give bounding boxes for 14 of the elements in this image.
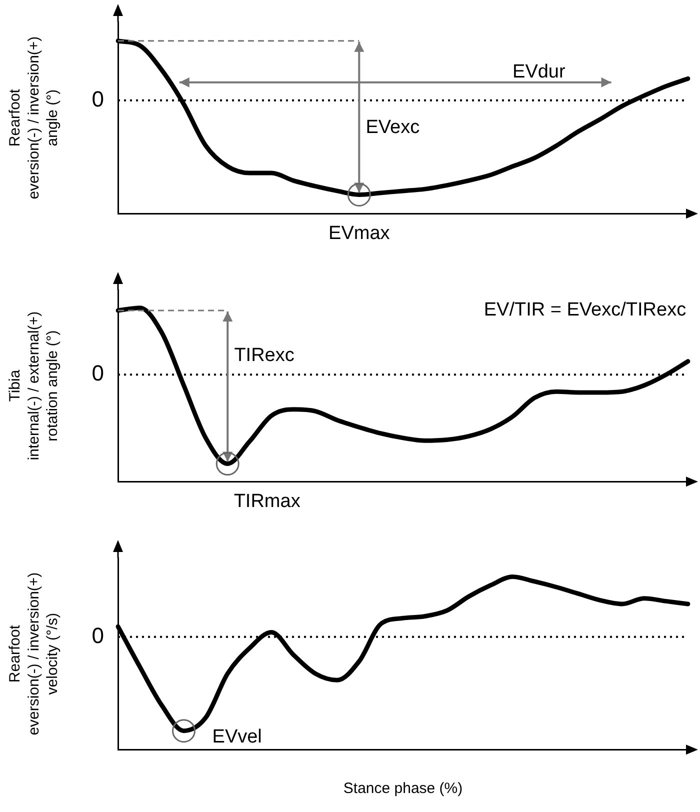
annotation: EV/TIR = EVexc/TIRexc (484, 300, 686, 321)
y-axis-title: Rearfoot eversion(-) / inversion(+) angle (°) (6, 36, 62, 200)
ref-line-label: 0 (92, 622, 104, 648)
ref-line-label: 0 (92, 86, 104, 112)
annotation: EVvel (212, 726, 262, 748)
annotation: TIRexc (234, 345, 294, 366)
y-axis-title: Tibia internal(-) / external(+) rotation angle (°) (6, 311, 62, 460)
text: EVmax (328, 222, 390, 244)
text: TIRmax (234, 490, 301, 512)
ref-line-label: 0 (92, 360, 104, 386)
annotation: EVexc (366, 116, 420, 138)
annotation: EVdur (512, 61, 566, 82)
x-axis-title: Stance phase (%) (343, 780, 463, 798)
y-axis-title: Rearfoot eversion(-) / inversion(+) velocity (°/s) (6, 572, 62, 736)
